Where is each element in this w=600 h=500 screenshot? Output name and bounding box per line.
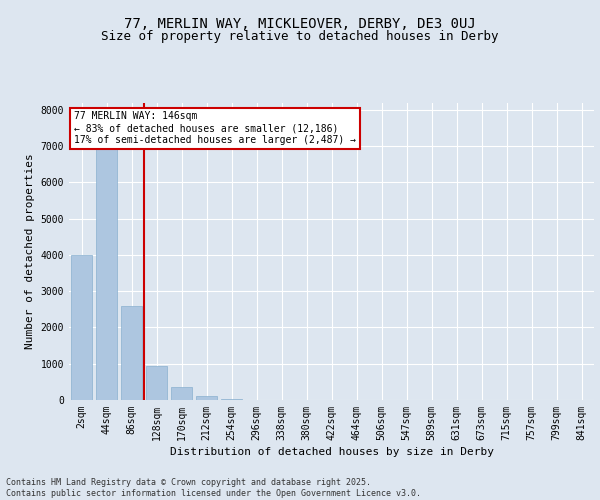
Text: 77, MERLIN WAY, MICKLEOVER, DERBY, DE3 0UJ: 77, MERLIN WAY, MICKLEOVER, DERBY, DE3 0…: [124, 18, 476, 32]
Bar: [71, 255, 92, 400]
Bar: [221, 399, 242, 400]
Text: Size of property relative to detached houses in Derby: Size of property relative to detached ho…: [101, 30, 499, 43]
Text: 77 MERLIN WAY: 146sqm
← 83% of detached houses are smaller (12,186)
17% of semi-: 77 MERLIN WAY: 146sqm ← 83% of detached …: [74, 112, 356, 144]
Text: Contains HM Land Registry data © Crown copyright and database right 2025.
Contai: Contains HM Land Registry data © Crown c…: [6, 478, 421, 498]
Bar: [171, 388, 192, 400]
Bar: [121, 306, 142, 400]
Bar: [146, 366, 167, 400]
X-axis label: Distribution of detached houses by size in Derby: Distribution of detached houses by size …: [170, 447, 493, 457]
Y-axis label: Number of detached properties: Number of detached properties: [25, 154, 35, 349]
Bar: [196, 396, 217, 400]
Bar: [96, 128, 117, 400]
